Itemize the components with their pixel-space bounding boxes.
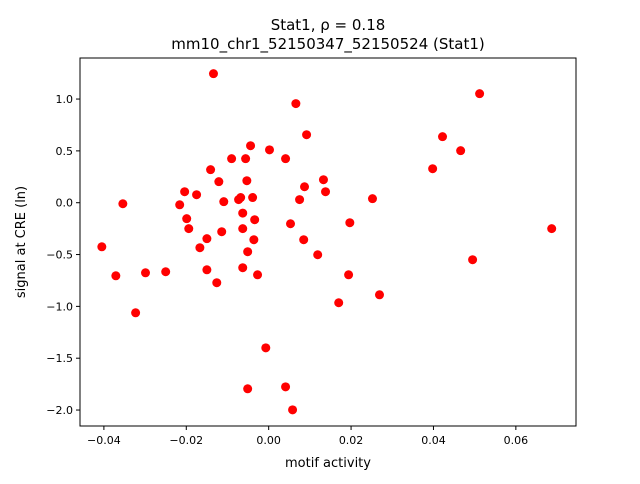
data-point bbox=[288, 405, 298, 415]
data-point bbox=[302, 130, 312, 140]
data-point bbox=[202, 265, 212, 275]
y-tick-label: 0.0 bbox=[56, 197, 74, 210]
data-point bbox=[111, 271, 121, 281]
data-point bbox=[238, 208, 248, 218]
data-point bbox=[249, 235, 259, 245]
data-point bbox=[367, 194, 377, 204]
data-point bbox=[131, 308, 141, 318]
y-tick-label: −1.5 bbox=[46, 352, 73, 365]
data-point bbox=[313, 250, 323, 260]
data-point bbox=[374, 290, 384, 300]
data-point bbox=[248, 193, 258, 203]
x-tick-label: 0.04 bbox=[421, 434, 446, 447]
data-point bbox=[184, 224, 194, 234]
data-point bbox=[321, 187, 331, 197]
y-tick-label: −0.5 bbox=[46, 249, 73, 262]
data-point bbox=[547, 224, 557, 234]
plot-frame bbox=[79, 57, 577, 427]
data-point bbox=[234, 195, 244, 205]
data-point bbox=[238, 263, 248, 273]
data-point bbox=[246, 141, 256, 151]
x-tick-label: −0.04 bbox=[87, 434, 121, 447]
data-point bbox=[250, 215, 260, 225]
data-point bbox=[219, 197, 229, 207]
data-point bbox=[242, 176, 252, 186]
data-point bbox=[182, 214, 192, 224]
data-point bbox=[118, 199, 128, 209]
data-point bbox=[438, 132, 448, 142]
data-point bbox=[299, 235, 309, 245]
data-point bbox=[281, 154, 291, 164]
data-point bbox=[428, 164, 438, 174]
data-point bbox=[192, 190, 202, 200]
data-point bbox=[295, 195, 305, 205]
data-point bbox=[141, 268, 151, 278]
data-point bbox=[475, 89, 485, 99]
data-point bbox=[97, 242, 107, 252]
y-tick-label: −2.0 bbox=[46, 404, 73, 417]
data-point bbox=[195, 243, 205, 253]
data-point bbox=[300, 182, 310, 192]
data-point bbox=[345, 218, 355, 228]
data-point bbox=[243, 247, 253, 257]
x-axis-label: motif activity bbox=[285, 456, 371, 471]
y-tick-label: −1.0 bbox=[46, 300, 73, 313]
data-point bbox=[206, 165, 216, 175]
x-tick-label: −0.02 bbox=[169, 434, 203, 447]
data-point bbox=[238, 224, 248, 234]
data-point bbox=[468, 255, 478, 265]
data-point bbox=[265, 145, 275, 155]
data-point bbox=[208, 69, 218, 79]
data-point bbox=[214, 177, 224, 187]
y-tick-label: 0.5 bbox=[56, 145, 74, 158]
x-tick-label: 0.00 bbox=[256, 434, 281, 447]
chart-title-line2: mm10_chr1_52150347_52150524 (Stat1) bbox=[171, 35, 484, 54]
x-tick-label: 0.02 bbox=[339, 434, 364, 447]
data-point bbox=[175, 200, 185, 210]
data-point bbox=[281, 382, 291, 392]
data-point bbox=[261, 343, 271, 353]
data-point bbox=[253, 270, 263, 280]
data-point bbox=[286, 219, 296, 229]
data-point bbox=[344, 270, 354, 280]
data-point bbox=[456, 146, 466, 156]
data-point bbox=[291, 99, 301, 109]
data-point bbox=[180, 187, 190, 197]
data-point bbox=[212, 278, 222, 288]
y-axis-label: signal at CRE (ln) bbox=[14, 186, 29, 298]
data-point bbox=[161, 267, 171, 277]
chart-title-line1: Stat1, ρ = 0.18 bbox=[271, 16, 386, 34]
data-point bbox=[217, 227, 227, 237]
x-tick-label: 0.06 bbox=[504, 434, 529, 447]
data-point bbox=[241, 154, 251, 164]
data-point bbox=[318, 175, 328, 185]
data-point bbox=[227, 154, 237, 164]
y-tick-label: 1.0 bbox=[56, 93, 74, 106]
data-point bbox=[202, 234, 212, 244]
data-point bbox=[243, 384, 253, 394]
data-point bbox=[334, 298, 344, 308]
